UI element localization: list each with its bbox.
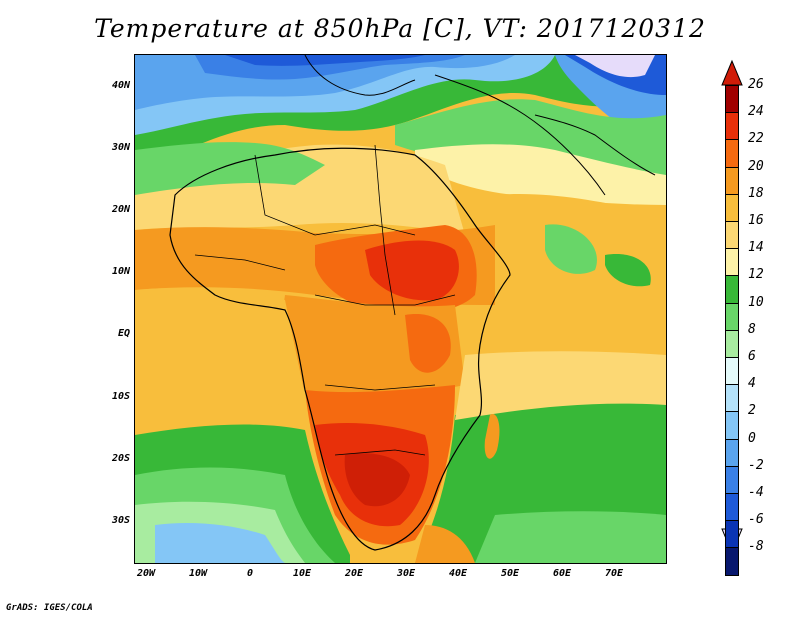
colorbar-swatch — [725, 329, 739, 358]
lat-label-20n: 20N — [111, 204, 130, 215]
lon-label-20w: 20W — [136, 568, 156, 579]
colorbar-label: -8 — [748, 539, 764, 555]
colorbar-label: 18 — [748, 185, 764, 201]
colorbar-swatch — [725, 112, 739, 141]
lon-label-60e: 60E — [552, 568, 572, 579]
lon-label-10e: 10E — [292, 568, 312, 579]
colorbar-swatch — [725, 302, 739, 331]
lon-label-40e: 40E — [448, 568, 468, 579]
temperature-map — [134, 54, 667, 564]
colorbar-label: 16 — [748, 213, 764, 228]
lat-label-20s: 20S — [111, 453, 130, 464]
colorbar-swatch — [725, 275, 739, 304]
lon-label-0: 0 — [246, 568, 254, 579]
chart-title: Temperature at 850hPa [C], VT: 201712031… — [94, 14, 706, 43]
colorbar-label: 24 — [748, 104, 764, 120]
colorbar-swatch — [725, 85, 739, 114]
lat-label-30s: 30S — [111, 515, 130, 526]
temperature-field — [135, 55, 666, 563]
lat-label-10s: 10S — [111, 391, 130, 402]
colorbar-swatch — [725, 193, 739, 222]
lon-label-30e: 30E — [396, 568, 416, 579]
colorbar-top-arrow — [721, 59, 743, 86]
lon-label-70e: 70E — [604, 568, 624, 579]
colorbar-label: 20 — [748, 158, 764, 174]
colorbar-label: 6 — [748, 349, 756, 364]
colorbar-label: 26 — [748, 77, 764, 92]
colorbar-swatch — [725, 547, 739, 576]
colorbar-swatch — [725, 411, 739, 440]
colorbar-swatch — [725, 520, 739, 549]
lon-label-20e: 20E — [344, 568, 364, 579]
colorbar-label: 12 — [748, 267, 764, 283]
colorbar-swatch — [725, 438, 739, 467]
lat-label-10n: 10N — [111, 266, 130, 277]
lat-label-40n: 40N — [111, 80, 130, 91]
lat-label-eq: EQ — [117, 328, 130, 339]
colorbar-label: 22 — [748, 131, 764, 147]
lon-label-50e: 50E — [500, 568, 520, 579]
colorbar-label: 10 — [748, 294, 764, 310]
colorbar-label: 14 — [748, 240, 764, 256]
colorbar-label: 2 — [748, 403, 756, 419]
colorbar-label: -6 — [748, 512, 764, 528]
colorbar-swatch — [725, 493, 739, 522]
colorbar-label: 4 — [748, 376, 756, 392]
lat-label-30n: 30N — [111, 142, 130, 153]
colorbar-swatch — [725, 384, 739, 413]
colorbar-label: -2 — [748, 457, 764, 473]
colorbar-label: 0 — [748, 430, 756, 446]
colorbar-label: 8 — [748, 321, 756, 337]
colorbar-swatch — [725, 166, 739, 195]
colorbar-swatch — [725, 248, 739, 277]
colorbar-label: -4 — [748, 485, 764, 500]
lon-label-10w: 10W — [188, 568, 208, 579]
colorbar-swatch — [725, 465, 739, 494]
credit-text: GrADS: IGES/COLA — [6, 603, 93, 613]
colorbar-swatch — [725, 139, 739, 168]
colorbar-swatch — [725, 221, 739, 250]
colorbar-swatch — [725, 357, 739, 386]
